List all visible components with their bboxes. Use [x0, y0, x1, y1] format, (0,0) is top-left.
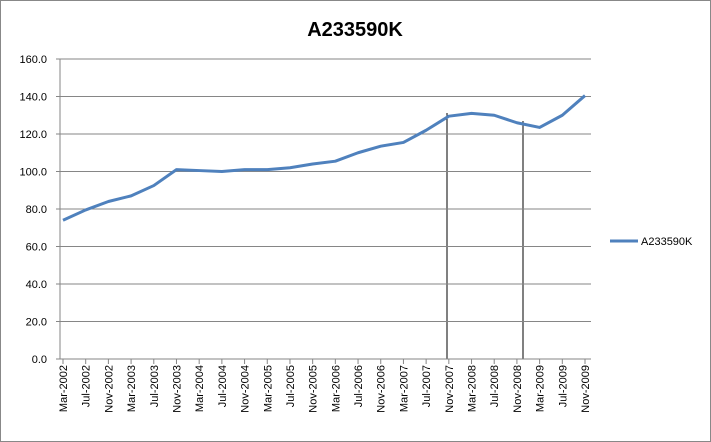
x-tick-label: Mar-2009 — [535, 365, 547, 412]
y-tick-label: 140.0 — [19, 92, 47, 104]
chart-title: A233590K — [307, 19, 403, 41]
data-line — [62, 94, 586, 222]
x-tick-label: Jul-2002 — [81, 365, 93, 407]
x-tick-label: Nov-2006 — [376, 365, 388, 413]
grid — [60, 58, 591, 360]
x-tick-label: Nov-2002 — [103, 365, 115, 413]
x-tick-label: Nov-2003 — [171, 365, 183, 413]
x-tick-label: Nov-2005 — [308, 365, 320, 413]
y-tick-label: 40.0 — [26, 279, 47, 291]
y-tick-label: 120.0 — [19, 129, 47, 141]
x-tick-label: Jul-2004 — [217, 365, 229, 407]
y-tick-label: 160.0 — [19, 54, 47, 66]
y-tick-label: 80.0 — [26, 204, 47, 216]
y-tick-label: 20.0 — [26, 317, 47, 329]
x-tick-label: Nov-2007 — [444, 365, 456, 413]
x-tick-label: Jul-2007 — [421, 365, 433, 407]
x-tick-label: Nov-2009 — [580, 365, 592, 413]
x-tick-label: Nov-2004 — [240, 365, 252, 413]
y-tick-label: 100.0 — [19, 167, 47, 179]
x-tick-label: Mar-2007 — [398, 365, 410, 412]
legend-label: A233590K — [641, 236, 693, 248]
x-tick-label: Mar-2003 — [126, 365, 138, 412]
x-tick-label: Jul-2006 — [353, 365, 365, 407]
x-tick-label: Mar-2004 — [194, 365, 206, 412]
x-tick-label: Jul-2005 — [285, 365, 297, 407]
x-tick-label: Mar-2006 — [330, 365, 342, 412]
x-tick-label: Mar-2005 — [262, 365, 274, 412]
y-tick-label: 60.0 — [26, 242, 47, 254]
x-tick-label: Nov-2008 — [512, 365, 524, 413]
x-tick-label: Jul-2008 — [489, 365, 501, 407]
x-tick-label: Mar-2008 — [467, 365, 479, 412]
x-tick-label: Jul-2009 — [557, 365, 569, 407]
y-tick-label: 0.0 — [32, 354, 47, 366]
x-tick-label: Mar-2002 — [58, 365, 70, 412]
x-tick-label: Jul-2003 — [149, 365, 161, 407]
